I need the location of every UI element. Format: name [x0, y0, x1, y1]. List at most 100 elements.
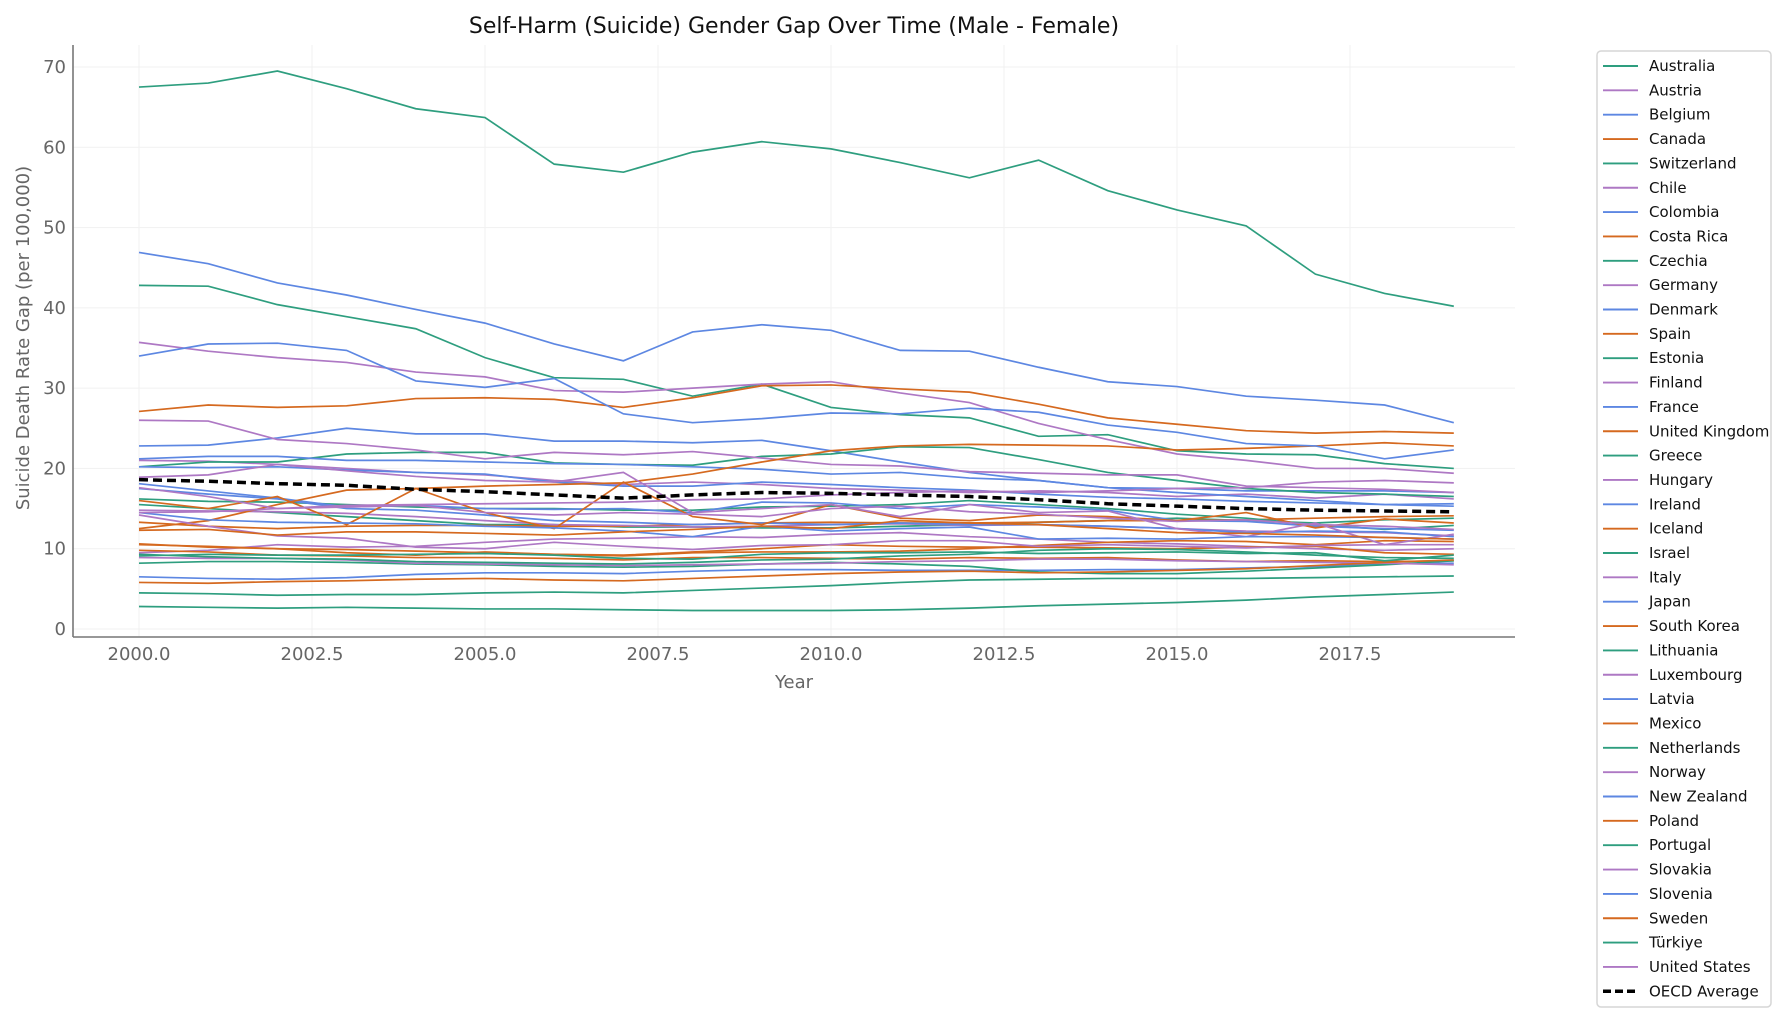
legend-item-portugal: Portugal: [1603, 836, 1711, 854]
series-line-france: [138, 465, 1454, 506]
series-line-italy: [138, 556, 1454, 567]
x-tick-label: 2012.5: [973, 644, 1036, 665]
y-tick-label: 0: [55, 619, 66, 640]
series-line-new-zealand: [138, 511, 1454, 540]
legend-label: Sweden: [1649, 909, 1708, 927]
legend-label: Czechia: [1649, 252, 1708, 270]
legend-item-greece: Greece: [1603, 447, 1702, 465]
legend-item-belgium: Belgium: [1603, 106, 1711, 124]
legend-item-united-kingdom: United Kingdom: [1603, 422, 1769, 440]
legend-label: Mexico: [1649, 714, 1701, 732]
series-lines: [138, 70, 1455, 612]
series-line-germany: [138, 509, 1454, 537]
legend-item-united-states: United States: [1603, 958, 1751, 976]
chart-title: Self-Harm (Suicide) Gender Gap Over Time…: [469, 14, 1119, 39]
series-line-slovenia: [138, 342, 1454, 460]
legend-item-austria: Austria: [1603, 81, 1702, 99]
series-line-norway: [138, 514, 1454, 551]
legend-item-japan: Japan: [1603, 593, 1691, 611]
legend-item-luxembourg: Luxembourg: [1603, 666, 1743, 684]
legend-box: [1596, 50, 1772, 1008]
series-line-chile: [138, 531, 1454, 554]
series-line-greece: [138, 575, 1454, 597]
legend-label: Norway: [1649, 763, 1706, 781]
legend-label: OECD Average: [1649, 982, 1759, 1000]
legend: Australia Austria Belgium Canada Switzerland…: [1596, 50, 1772, 1008]
legend-label: United States: [1649, 958, 1751, 976]
legend-item-finland: Finland: [1603, 374, 1703, 392]
series-line-sweden: [138, 519, 1454, 540]
legend-item-hungary: Hungary: [1603, 471, 1713, 489]
x-tick-label: 2007.5: [627, 644, 690, 665]
legend-item-italy: Italy: [1603, 568, 1682, 586]
legend-item-netherlands: Netherlands: [1603, 739, 1741, 757]
y-tick-label: 20: [43, 458, 66, 479]
y-axis-label: Suicide Death Rate Gap (per 100,000): [13, 166, 34, 510]
legend-label: Australia: [1649, 57, 1715, 75]
legend-label: Luxembourg: [1649, 666, 1743, 684]
legend-item-canada: Canada: [1603, 130, 1706, 148]
x-tick-label: 2000.0: [108, 644, 171, 665]
legend-label: Ireland: [1649, 495, 1701, 513]
legend-label: Italy: [1649, 568, 1682, 586]
x-tick-label: 2015.0: [1146, 644, 1209, 665]
legend-label: Israel: [1649, 544, 1690, 562]
legend-item-israel: Israel: [1603, 544, 1690, 562]
series-line-lithuania: [138, 70, 1454, 308]
legend-item-spain: Spain: [1603, 325, 1691, 343]
series-line-austria: [138, 459, 1454, 500]
legend-item-estonia: Estonia: [1603, 349, 1704, 367]
legend-label: Hungary: [1649, 471, 1713, 489]
legend-label: United Kingdom: [1649, 422, 1769, 440]
series-line-t-rkiye: [138, 591, 1454, 612]
series-line-netherlands: [138, 547, 1454, 565]
series-line-portugal: [138, 551, 1454, 562]
legend-item-south-korea: South Korea: [1603, 617, 1740, 635]
legend-item-ireland: Ireland: [1603, 495, 1701, 513]
legend-label: Latvia: [1649, 690, 1695, 708]
legend-item-oecd-average: OECD Average: [1603, 982, 1759, 1000]
legend-label: Japan: [1648, 593, 1691, 611]
legend-item-colombia: Colombia: [1603, 203, 1720, 221]
legend-label: France: [1649, 398, 1699, 416]
y-tick-labels: 0 10 20 30 40 50 60 70: [43, 57, 66, 640]
legend-label: New Zealand: [1649, 788, 1748, 806]
series-line-denmark: [138, 487, 1454, 538]
legend-label: Slovakia: [1649, 861, 1712, 879]
series-line-mexico: [138, 559, 1454, 585]
x-axis-label: Year: [774, 672, 814, 693]
legend-label: Lithuania: [1649, 641, 1718, 659]
series-line-iceland: [138, 481, 1454, 530]
legend-label: Estonia: [1649, 349, 1704, 367]
legend-item-denmark: Denmark: [1603, 301, 1718, 319]
legend-item-lithuania: Lithuania: [1603, 641, 1718, 659]
series-line-oecd-average: [138, 477, 1454, 514]
legend-label: Slovenia: [1649, 885, 1713, 903]
series-line-belgium: [138, 427, 1454, 494]
y-tick-label: 40: [43, 298, 66, 319]
legend-label: Iceland: [1649, 520, 1703, 538]
legend-item-poland: Poland: [1603, 812, 1699, 830]
legend-item-costa-rica: Costa Rica: [1603, 227, 1728, 245]
legend-label: Colombia: [1649, 203, 1720, 221]
legend-label: Türkiye: [1648, 934, 1703, 952]
legend-item-t-rkiye: Türkiye: [1603, 934, 1703, 952]
legend-item-sweden: Sweden: [1603, 909, 1708, 927]
legend-label: Finland: [1649, 374, 1703, 392]
legend-item-switzerland: Switzerland: [1603, 154, 1737, 172]
legend-label: Denmark: [1649, 301, 1718, 319]
y-tick-label: 50: [43, 218, 66, 239]
legend-item-czechia: Czechia: [1603, 252, 1708, 270]
x-tick-label: 2005.0: [454, 644, 517, 665]
legend-item-germany: Germany: [1603, 276, 1718, 294]
legend-item-new-zealand: New Zealand: [1603, 788, 1748, 806]
legend-label: Chile: [1649, 179, 1687, 197]
series-line-united-states: [138, 479, 1454, 514]
series-line-finland: [138, 419, 1454, 494]
series-line-luxembourg: [138, 463, 1454, 546]
x-tick-label: 2002.5: [281, 644, 344, 665]
legend-label: Canada: [1649, 130, 1706, 148]
legend-label: Poland: [1649, 812, 1699, 830]
x-tick-labels: 2000.0 2002.5 2005.0 2007.5 2010.0 2012.5 2015…: [108, 644, 1382, 665]
